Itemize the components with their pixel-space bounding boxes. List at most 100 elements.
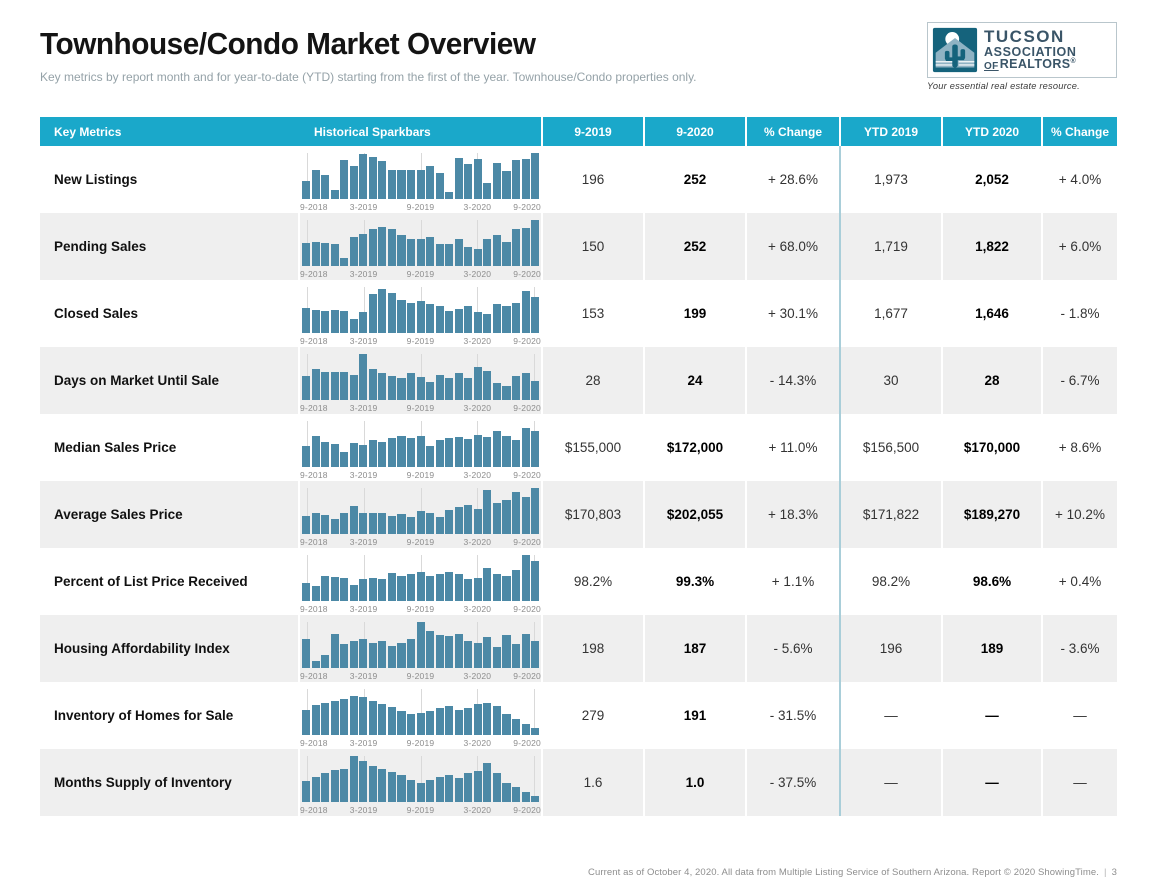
sparkbar-bars xyxy=(302,287,540,333)
sparkbar-bar xyxy=(464,708,473,735)
sparkbar-bar xyxy=(378,226,387,266)
sparkbar-bar xyxy=(454,778,463,802)
value-pct-change: + 28.6% xyxy=(747,146,839,213)
sparkbar-bar xyxy=(330,243,339,266)
value-month-2020: 252 xyxy=(645,213,745,280)
value-ytd-2019: $171,822 xyxy=(841,481,941,548)
sparkbar-bar xyxy=(426,303,435,333)
sparkbar-bar xyxy=(492,706,501,735)
sparkbar-tick-label: 3-2019 xyxy=(349,604,378,614)
metric-name: Months Supply of Inventory xyxy=(40,749,298,816)
sparkbar-bar xyxy=(321,310,330,333)
sparkbar-bar xyxy=(502,499,511,534)
sparkbar-bar xyxy=(349,695,358,735)
sparkbar-bar xyxy=(340,257,349,266)
sparkbar-bar xyxy=(359,639,368,668)
sparkbar-tick-label: 9-2018 xyxy=(300,470,328,480)
value-ytd-2019: 98.2% xyxy=(841,548,941,615)
metric-name: Pending Sales xyxy=(40,213,298,280)
value-ytd-pct-change: + 0.4% xyxy=(1043,548,1117,615)
sparkbar-bar xyxy=(435,306,444,333)
sparkbar-bar xyxy=(397,435,406,467)
sparkbar-bar xyxy=(387,645,396,668)
sparkbar-tick-label: 9-2020 xyxy=(513,269,541,279)
sparkbar-gridline xyxy=(306,421,308,467)
sparkbar-bar xyxy=(321,441,330,467)
sparkbar-tick-label: 9-2020 xyxy=(513,537,541,547)
col-header-pct-change: % Change xyxy=(747,117,839,146)
sparkbar-bar xyxy=(445,572,454,601)
sparkbar-tick-label: 3-2019 xyxy=(349,403,378,413)
table-row: New Listings 9-2018 3-2019 9-2019 3-2020 9-2… xyxy=(40,146,1117,213)
sparkbar-bar xyxy=(492,163,501,199)
sparkbar-bar xyxy=(407,239,416,266)
sparkbar-bar xyxy=(521,427,530,467)
sparkbar-bar xyxy=(378,289,387,333)
value-ytd-2019: 30 xyxy=(841,347,941,414)
sparkbar-bar xyxy=(302,515,311,534)
sparkbar-bar xyxy=(311,435,320,467)
sparkbar-bar xyxy=(397,299,406,333)
sparkbar-bar xyxy=(464,377,473,400)
sparkbar-bar xyxy=(445,244,454,266)
sparkbar-bar xyxy=(435,173,444,199)
sparkbar-bars xyxy=(302,756,540,802)
metric-name: Housing Affordability Index xyxy=(40,615,298,682)
sparkbar-bar xyxy=(426,631,435,668)
sparkbar-gridline xyxy=(420,756,422,802)
sparkbar-tick-label: 9-2018 xyxy=(300,336,328,346)
sparkbar-tick-label: 9-2018 xyxy=(300,269,328,279)
sparkbar-bar xyxy=(368,766,377,802)
value-month-2019: 198 xyxy=(543,615,643,682)
sparkbar-bar xyxy=(387,229,396,266)
sparkbar-tick-label: 3-2020 xyxy=(463,403,492,413)
tar-logo: TUCSON ASSOCIATION OFREALTORS® Your esse… xyxy=(927,22,1117,91)
sparkbar-bar xyxy=(426,237,435,266)
sparkbar-bar xyxy=(397,377,406,400)
value-ytd-2020: $170,000 xyxy=(943,414,1041,481)
sparkbar-bar xyxy=(464,578,473,601)
value-pct-change: + 18.3% xyxy=(747,481,839,548)
sparkbar-bar xyxy=(426,779,435,802)
sparkbar-bar xyxy=(321,372,330,400)
sparkbar-ticks: 9-2018 3-2019 9-2019 3-2020 9-2020 xyxy=(300,468,541,481)
sparkbar-bar xyxy=(321,702,330,735)
sparkbar-tick-label: 9-2019 xyxy=(406,537,435,547)
value-ytd-2019: 1,719 xyxy=(841,213,941,280)
sparkbar-bar xyxy=(349,641,358,668)
sparkbar-bar xyxy=(368,440,377,467)
sparkbar-bar xyxy=(349,319,358,333)
sparkbar-bar xyxy=(435,574,444,601)
sparkbar-bar xyxy=(435,244,444,266)
sparkbar-bar xyxy=(435,440,444,467)
value-ytd-2020: 189 xyxy=(943,615,1041,682)
sparkbar-bar xyxy=(368,700,377,735)
table-row: Months Supply of Inventory 9-2018 3-2019 9… xyxy=(40,749,1117,816)
sparkbar-bar xyxy=(483,437,492,467)
value-pct-change: + 11.0% xyxy=(747,414,839,481)
sparkbar-bar xyxy=(302,243,311,266)
value-month-2020: 199 xyxy=(645,280,745,347)
sparkbar-bar xyxy=(492,502,501,534)
sparkbar-bar xyxy=(340,311,349,333)
footer-text: Current as of October 4, 2020. All data … xyxy=(588,867,1100,878)
sparkbar-bar xyxy=(416,511,425,534)
sparkbar-bar xyxy=(340,159,349,199)
sparkbar-bar xyxy=(483,371,492,400)
table-row: Inventory of Homes for Sale 9-2018 3-2019… xyxy=(40,682,1117,749)
sparkbar-bar xyxy=(397,775,406,802)
sparkbar-bar xyxy=(407,779,416,802)
sparkbar-tick-label: 3-2020 xyxy=(463,537,492,547)
sparkbar-bar xyxy=(359,697,368,735)
sparkbar-bar xyxy=(426,513,435,534)
sparkbar-bar xyxy=(416,622,425,668)
sparkbar-bar xyxy=(435,374,444,400)
sparkbar-bar xyxy=(492,431,501,467)
sparkbar-tick-label: 9-2020 xyxy=(513,671,541,681)
value-month-2019: 28 xyxy=(543,347,643,414)
sparkbar-bar xyxy=(426,166,435,199)
sparkbar-bar xyxy=(531,153,540,199)
sparkbar-bar xyxy=(454,574,463,601)
sparkbar-ticks: 9-2018 3-2019 9-2019 3-2020 9-2020 xyxy=(300,200,541,213)
